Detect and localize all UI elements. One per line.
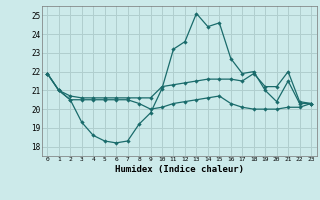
X-axis label: Humidex (Indice chaleur): Humidex (Indice chaleur): [115, 165, 244, 174]
